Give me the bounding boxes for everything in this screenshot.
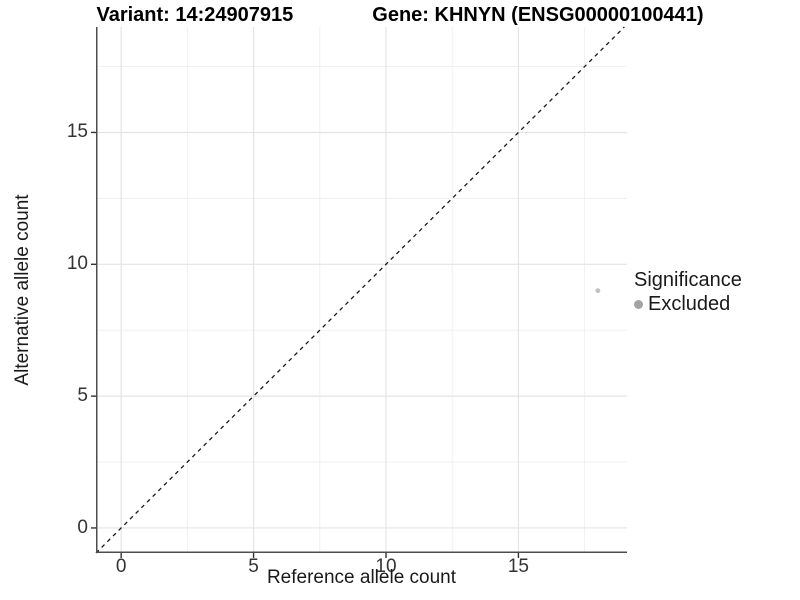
plot-panel: [91, 26, 627, 558]
plot-title: Variant: 14:24907915 Gene: KHNYN (ENSG00…: [0, 3, 800, 27]
data-point-excluded: [595, 288, 601, 294]
x-tick-label: 0: [115, 556, 127, 577]
x-tick-label: 15: [507, 556, 529, 577]
legend: Significance Excluded: [634, 269, 742, 316]
legend-title: Significance: [634, 269, 742, 291]
legend-item-excluded: Excluded: [634, 293, 742, 316]
x-tick-label: 5: [248, 556, 259, 577]
legend-point-icon: [634, 300, 643, 309]
x-tick-label: 10: [375, 556, 397, 577]
y-axis-title: Alternative allele count: [12, 194, 33, 386]
y-tick-label: 10: [66, 253, 88, 275]
identity-dashed-line: [95, 26, 625, 554]
plot-title-gene: Gene: KHNYN (ENSG00000100441): [372, 4, 704, 26]
x-axis-title: Reference allele count: [266, 567, 457, 588]
plot-title-variant: Variant: 14:24907915: [96, 4, 294, 26]
y-tick-label: 15: [66, 121, 88, 143]
legend-item-label: Excluded: [648, 293, 731, 315]
y-tick-label: 5: [77, 385, 88, 407]
y-tick-label: 0: [77, 516, 88, 538]
plot-area: [91, 26, 627, 558]
